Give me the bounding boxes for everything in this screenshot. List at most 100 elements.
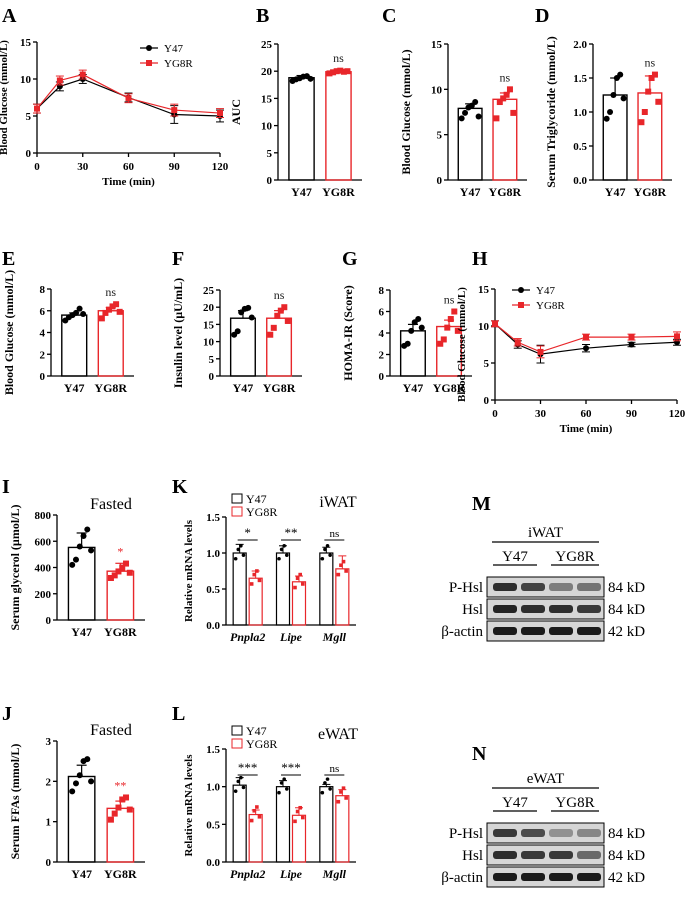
- blot-band: [549, 605, 573, 613]
- legend-label: YG8R: [164, 58, 193, 70]
- y-tick-label: 0.5: [206, 584, 220, 596]
- blot-kd-label: 84 kD: [608, 848, 645, 864]
- bar: [106, 807, 135, 863]
- blot-band: [577, 873, 601, 881]
- data-point: [277, 790, 281, 795]
- y-tick-label: 15: [261, 93, 273, 105]
- data-point: [80, 533, 87, 539]
- panel-title: Fasted: [90, 722, 132, 739]
- data-point: [105, 306, 112, 313]
- legend-swatch: [231, 506, 243, 517]
- data-point: [655, 98, 662, 105]
- legend-marker: [518, 302, 524, 308]
- y-tick-label: 8: [40, 284, 46, 296]
- y-tick-label: 20: [203, 302, 215, 314]
- data-point: [119, 564, 126, 571]
- data-point: [458, 115, 465, 122]
- blot-strip: [486, 844, 605, 866]
- x-tick-label: Lipe: [279, 867, 303, 881]
- data-point: [72, 556, 79, 563]
- blot-group-label: Y47: [502, 795, 528, 811]
- y-tick-label: 2: [40, 349, 46, 361]
- legend-swatch: [231, 738, 243, 749]
- data-point: [293, 819, 297, 824]
- data-point: [475, 113, 482, 120]
- y-tick-label: 0.0: [206, 620, 220, 632]
- panel-letter: I: [2, 476, 10, 498]
- x-tick-label: Y47: [64, 381, 85, 395]
- data-point: [125, 95, 132, 102]
- y-tick-label: 400: [35, 563, 52, 575]
- blot-band: [493, 829, 517, 837]
- x-tick-label: Lipe: [279, 630, 303, 644]
- data-point: [328, 553, 332, 557]
- x-tick-label: Y47: [605, 185, 626, 199]
- data-point: [293, 585, 297, 590]
- y-axis-label: Relative mRNA levels: [183, 519, 195, 622]
- panel-letter: J: [2, 703, 12, 725]
- data-point: [620, 95, 627, 102]
- x-tick-label: YG8R: [263, 381, 296, 395]
- data-point: [279, 781, 284, 785]
- data-point: [492, 320, 498, 327]
- panel-letter: G: [342, 248, 358, 270]
- y-tick-label: 1.0: [573, 107, 587, 119]
- y-axis-label: Blood Glucose (mmol/L): [399, 49, 413, 174]
- data-point: [404, 340, 411, 347]
- blot-row-label: β-actin: [441, 870, 483, 886]
- blot-strip: [486, 822, 605, 844]
- y-tick-label: 0: [379, 371, 385, 383]
- bar: [229, 317, 256, 377]
- data-point: [56, 77, 63, 84]
- y-tick-label: 0.0: [206, 857, 220, 869]
- blot-row-label: Hsl: [462, 602, 483, 618]
- y-tick-label: 3: [46, 736, 52, 748]
- blot-band: [577, 583, 601, 591]
- blot-row-label: β-actin: [441, 624, 483, 640]
- data-point: [126, 569, 133, 576]
- data-point: [284, 317, 291, 324]
- y-tick-label: 2: [46, 776, 52, 788]
- data-point: [274, 312, 281, 319]
- data-point: [111, 810, 118, 817]
- bar: [61, 314, 88, 377]
- y-tick-label: 4: [40, 328, 46, 340]
- y-tick-label: 8: [379, 285, 385, 297]
- y-axis-label: Serum FFAs (mmol/L): [8, 744, 22, 860]
- data-point: [326, 70, 333, 77]
- y-tick-label: 6: [379, 307, 385, 319]
- data-point: [239, 544, 243, 548]
- blot-band: [549, 583, 573, 591]
- y-tick-label: 200: [35, 589, 52, 601]
- data-point: [514, 339, 521, 346]
- data-point: [255, 569, 259, 573]
- blot-band: [549, 873, 573, 881]
- blot-kd-label: 42 kD: [608, 870, 645, 886]
- data-point: [98, 315, 105, 322]
- significance-label: ns: [333, 51, 344, 65]
- y-tick-label: 15: [203, 319, 215, 331]
- significance-label: ns: [444, 293, 455, 307]
- y-tick-label: 10: [261, 121, 273, 133]
- x-tick-label: YG8R: [433, 381, 466, 395]
- data-point: [217, 110, 223, 117]
- data-point: [496, 99, 503, 106]
- y-tick-label: 10: [20, 74, 32, 86]
- y-tick-label: 1.5: [206, 744, 220, 756]
- data-point: [607, 109, 614, 115]
- data-point: [171, 107, 178, 114]
- y-tick-label: 0.5: [206, 819, 220, 831]
- blot-band: [521, 851, 545, 859]
- y-axis-label: Serum Triglycoride (mmol/L): [544, 36, 558, 188]
- x-tick-label: 120: [212, 161, 229, 173]
- x-tick-label: Mgll: [322, 630, 347, 644]
- blot-strip: [486, 866, 605, 888]
- data-point: [447, 316, 454, 323]
- data-point: [279, 547, 284, 552]
- data-point: [241, 553, 246, 557]
- data-point: [285, 787, 289, 791]
- data-point: [415, 316, 422, 323]
- data-point: [674, 333, 680, 340]
- data-point: [336, 572, 341, 577]
- blot-band: [493, 583, 517, 591]
